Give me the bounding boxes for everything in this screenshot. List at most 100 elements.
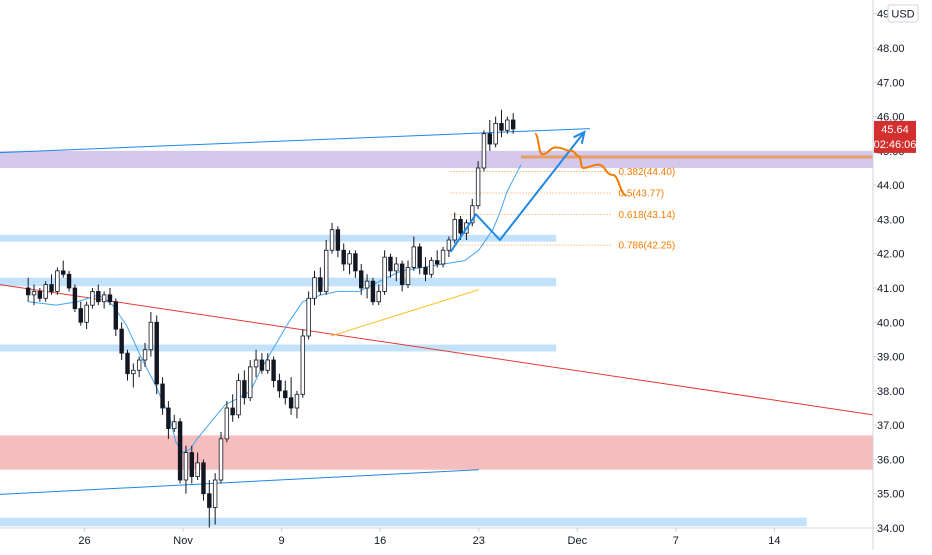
candle-up (405, 267, 411, 285)
price-tick-label: 49 (877, 9, 889, 21)
currency-badge-box (887, 4, 919, 23)
zone-demand (0, 435, 873, 470)
zone-resistance (0, 150, 873, 168)
candle-up (382, 256, 387, 292)
candle-down (78, 308, 83, 323)
candle-down (72, 287, 78, 309)
projection-arrow-head (573, 130, 586, 144)
currency-label: USD (891, 9, 914, 21)
candle-up (212, 479, 218, 508)
candle-up (236, 380, 241, 416)
candle-down (510, 119, 516, 130)
candle-down (458, 219, 463, 234)
candle-down (242, 380, 247, 399)
candle-up (101, 294, 107, 303)
candle-down (423, 267, 428, 275)
fib-label-0.618: 0.618(43.14) (619, 210, 676, 221)
zone-level (0, 234, 557, 242)
candle-down (66, 273, 72, 289)
fib-label-0.5: 0.5(43.77) (619, 189, 665, 200)
candle-up (131, 369, 136, 375)
candle-up (84, 304, 89, 323)
candle-up (218, 438, 224, 481)
candle-down (201, 462, 206, 495)
candle-up (248, 366, 253, 399)
candle-down (318, 277, 323, 292)
price-tick-label: 39.00 (877, 352, 905, 364)
time-tick-label: 26 (78, 535, 90, 547)
trend-line-lower-channel (0, 469, 479, 495)
trend-line-down-trend (0, 284, 874, 416)
price-tick-label: 46.00 (877, 112, 905, 124)
candle-up (505, 119, 510, 131)
candle-down (353, 253, 358, 272)
price-tick-label: 38.00 (877, 386, 905, 398)
price-tick-label: 34.00 (877, 523, 905, 535)
trend-lines-layer (0, 128, 874, 495)
candle-up (265, 359, 270, 371)
candle-up (195, 462, 200, 477)
candle-down (154, 321, 159, 385)
candle-down (96, 291, 101, 303)
candle-up (440, 249, 446, 265)
candle-down (107, 294, 113, 303)
candle-down (417, 246, 422, 268)
candle-down (125, 352, 130, 375)
candle-up (224, 407, 230, 440)
price-tick-label: 42.00 (877, 249, 905, 261)
current-price-label: 45.64 02:46:06 (874, 120, 916, 153)
candle-up (323, 249, 329, 292)
fib-label-0.786: 0.786(42.25) (619, 241, 676, 252)
candle-down (388, 256, 393, 272)
candle-up (329, 229, 335, 251)
candle-up (300, 335, 306, 395)
fib-label-0.382: 0.382(44.40) (619, 167, 676, 178)
candle-down (160, 383, 165, 409)
time-tick-label: 23 (473, 535, 485, 547)
candle-down (370, 280, 376, 303)
candle-down (230, 407, 235, 416)
time-axis[interactable]: 26 Nov 9 16 23 Dec 7 14 (78, 528, 781, 547)
candle-up (446, 239, 452, 251)
candle-up (376, 291, 381, 303)
candle-up (90, 291, 95, 306)
candle-down (399, 263, 405, 285)
candle-down (487, 133, 493, 145)
candle-down (283, 390, 288, 399)
candle-down (499, 123, 504, 131)
candle-down (341, 249, 346, 265)
candle-down (207, 493, 212, 508)
price-axis[interactable]: 34.00 35.00 36.00 37.00 38.00 39.00 40.00 41.00… (873, 9, 905, 535)
candle-down (49, 284, 54, 292)
price-tick-label: 37.00 (877, 420, 905, 432)
candle-down (259, 359, 265, 371)
candle-up (394, 263, 399, 272)
candle-up (306, 297, 311, 337)
current-price-label-box (874, 120, 916, 153)
price-tick-label: 40.00 (877, 317, 905, 329)
candle-up (493, 123, 498, 145)
candle-down (277, 380, 282, 392)
currency-badge[interactable]: USD (887, 4, 919, 23)
candle-up (136, 359, 142, 371)
candle-down (271, 359, 276, 381)
time-tick-label: 9 (279, 535, 285, 547)
candle-up (31, 291, 37, 296)
candle-down (119, 328, 124, 354)
candle-down (288, 397, 294, 409)
zone-level (0, 277, 557, 287)
candle-down (166, 407, 171, 429)
candle-up (312, 277, 317, 299)
candle-up (481, 133, 487, 169)
price-tick-label: 47.00 (877, 77, 905, 89)
candle-up (172, 421, 177, 429)
price-tick-label: 44.00 (877, 180, 905, 192)
time-tick-label: 7 (673, 535, 679, 547)
candle-up (253, 359, 259, 368)
candle-up (142, 349, 148, 361)
candle-down (37, 291, 43, 299)
candle-up (183, 452, 189, 481)
candle-up (452, 219, 457, 241)
